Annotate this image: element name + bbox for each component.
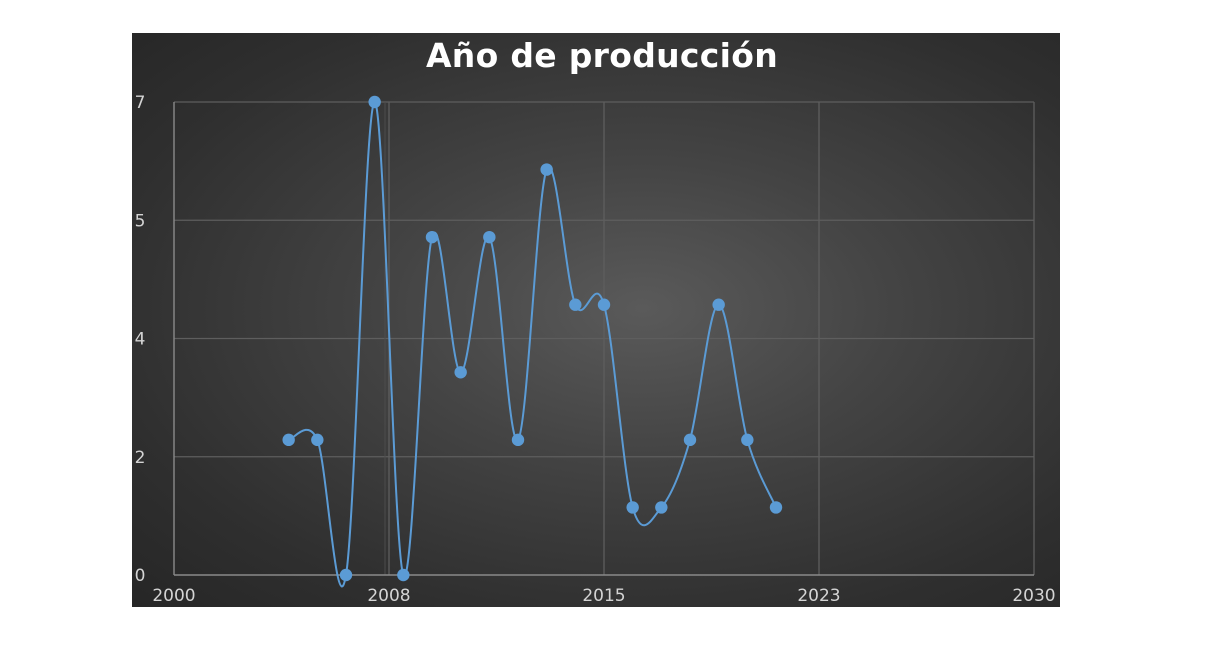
data-point [425,230,439,244]
plot-area: 2000 2008 2015 2023 2030 0 2 4 5 7 [135,93,1056,606]
series-group [282,95,783,588]
data-point [511,433,525,447]
data-point [368,95,381,109]
data-point [282,433,295,447]
data-point [769,501,783,514]
series-line [288,100,777,588]
data-point [339,568,353,582]
data-point [683,433,697,447]
y-tick-label: 7 [135,93,146,113]
x-tick-label: 2000 [152,586,195,606]
data-point [483,230,496,244]
tick-labels: 2000 2008 2015 2023 2030 0 2 4 5 7 [135,93,1056,606]
data-point [454,366,467,379]
x-tick-label: 2023 [797,586,840,606]
y-tick-label: 4 [135,330,146,350]
y-tick-label: 2 [135,448,146,468]
axes [173,102,1034,576]
data-point [397,568,410,582]
data-point [655,501,668,514]
data-point [712,298,725,311]
data-point [597,298,611,311]
data-point [741,433,754,447]
chart-panel: Año de producción 2000 2008 2015 2023 2030 0 2… [132,33,1060,607]
x-tick-label: 2015 [582,586,625,606]
data-point [569,298,582,311]
y-tick-label: 0 [135,566,146,586]
x-tick-label: 2030 [1012,586,1055,606]
y-tick-label: 5 [135,211,146,231]
chart-title: Año de producción [425,36,779,75]
x-tick-label: 2008 [367,586,410,606]
data-point [540,163,553,176]
data-point [311,433,324,447]
grid-lines [174,101,1035,575]
data-point [626,501,639,514]
